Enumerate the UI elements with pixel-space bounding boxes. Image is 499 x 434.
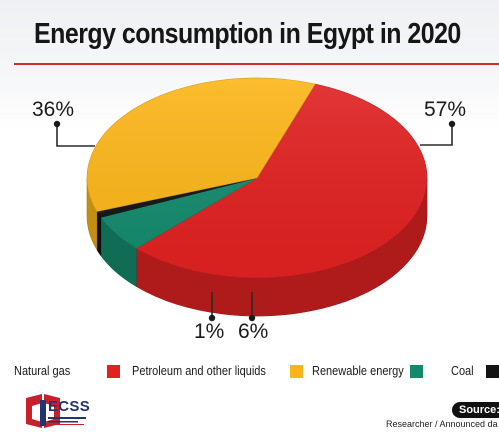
- pct-label-petroleum-and-other-liquids: 36%: [32, 98, 74, 121]
- legend-swatch-coal: [486, 365, 499, 378]
- legend-label-natural-gas: Natural gas: [14, 364, 70, 378]
- pie-top-sheen: [87, 78, 427, 278]
- legend-label-renewable: Renewable energy: [312, 364, 404, 378]
- legend: Natural gas Petroleum and other liquids …: [14, 361, 499, 381]
- source-text: Researcher / Announced da: [386, 419, 498, 429]
- legend-swatch-natural-gas: [107, 365, 120, 378]
- footer: ECSS Source: Researcher / Announced da: [0, 392, 499, 434]
- legend-label-petroleum: Petroleum and other liquids: [132, 364, 266, 378]
- pct-label-natural-gas: 57%: [424, 98, 466, 121]
- leader-dot-natural-gas: [449, 121, 455, 127]
- leader-line-natural-gas: [420, 124, 452, 145]
- pct-label-coal: 1%: [194, 320, 224, 343]
- logo-text: ECSS: [48, 398, 90, 415]
- pie-side-coal: [97, 212, 101, 256]
- legend-item-renewable: Renewable energy: [312, 361, 416, 381]
- leader-line-petroleum-and-other-liquids: [57, 124, 95, 146]
- legend-swatch-renewable: [410, 365, 423, 378]
- legend-item-natural-gas: Natural gas: [14, 361, 78, 381]
- leader-dot-petroleum-and-other-liquids: [54, 121, 60, 127]
- source-badge: Source:: [452, 402, 499, 418]
- legend-item-petroleum: Petroleum and other liquids: [132, 361, 284, 381]
- legend-swatch-petroleum: [290, 365, 303, 378]
- pie-chart: 57% 6% 1% 36%: [0, 0, 499, 352]
- legend-item-coal: Coal: [451, 361, 477, 381]
- logo-arabic-mark: [48, 416, 86, 426]
- pct-label-renewable-energy: 6%: [238, 320, 268, 343]
- legend-label-coal: Coal: [451, 364, 474, 378]
- pie-top-faces: [87, 78, 427, 278]
